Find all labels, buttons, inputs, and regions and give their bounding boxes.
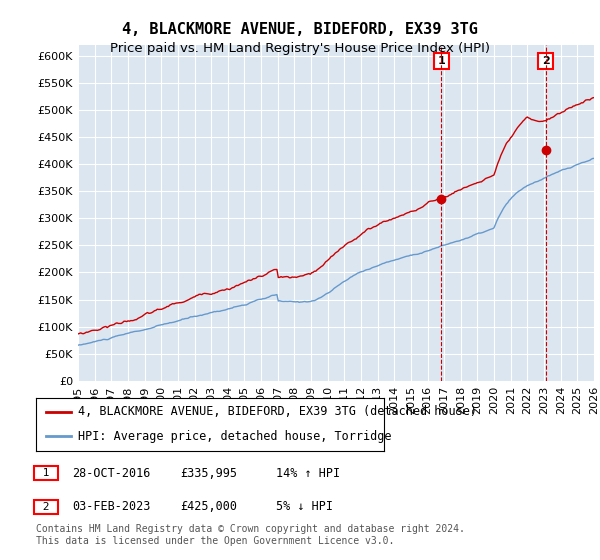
Text: HPI: Average price, detached house, Torridge: HPI: Average price, detached house, Torr…	[78, 430, 391, 443]
Text: £425,000: £425,000	[180, 500, 237, 514]
Text: 28-OCT-2016: 28-OCT-2016	[72, 466, 151, 480]
Text: £335,995: £335,995	[180, 466, 237, 480]
Text: 03-FEB-2023: 03-FEB-2023	[72, 500, 151, 514]
Text: 1: 1	[437, 56, 445, 66]
Text: 1: 1	[36, 468, 56, 478]
Text: 2: 2	[36, 502, 56, 512]
Text: 4, BLACKMORE AVENUE, BIDEFORD, EX39 3TG: 4, BLACKMORE AVENUE, BIDEFORD, EX39 3TG	[122, 22, 478, 38]
Text: Contains HM Land Registry data © Crown copyright and database right 2024.
This d: Contains HM Land Registry data © Crown c…	[36, 524, 465, 546]
Text: Price paid vs. HM Land Registry's House Price Index (HPI): Price paid vs. HM Land Registry's House …	[110, 42, 490, 55]
Text: 14% ↑ HPI: 14% ↑ HPI	[276, 466, 340, 480]
Text: 2: 2	[542, 56, 550, 66]
Text: 5% ↓ HPI: 5% ↓ HPI	[276, 500, 333, 514]
Text: 4, BLACKMORE AVENUE, BIDEFORD, EX39 3TG (detached house): 4, BLACKMORE AVENUE, BIDEFORD, EX39 3TG …	[78, 405, 477, 418]
